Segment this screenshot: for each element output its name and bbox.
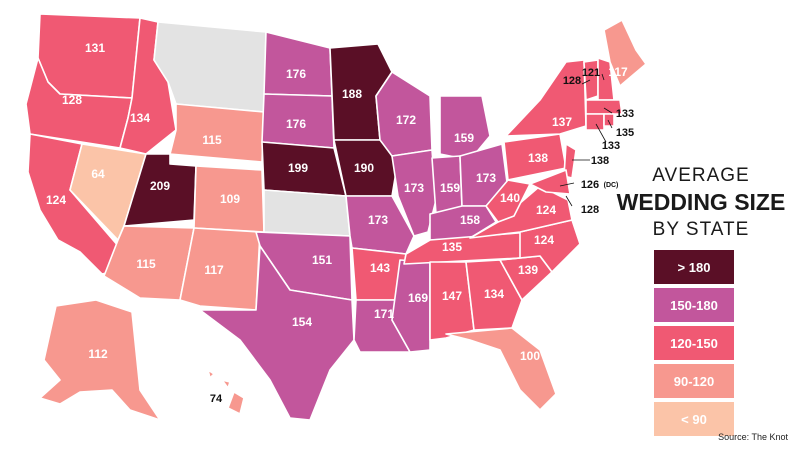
- state-fl[interactable]: [445, 327, 557, 411]
- label-wi: 172: [396, 113, 416, 127]
- label-vt: 128: [563, 75, 581, 87]
- label-me: 117: [608, 65, 628, 79]
- label-or: 128: [62, 93, 82, 107]
- state-nc[interactable]: [499, 219, 581, 273]
- state-ak[interactable]: [39, 299, 161, 421]
- label-il: 173: [404, 181, 424, 195]
- legend-item-150-180: 150-180: [654, 288, 734, 322]
- label-nj: 138: [591, 155, 609, 167]
- label-tn: 135: [442, 240, 462, 254]
- legend-item-gt180: > 180: [654, 250, 734, 284]
- state-ks[interactable]: [263, 189, 351, 237]
- title-line-2: WEDDING SIZE: [616, 189, 786, 215]
- label-az: 115: [136, 257, 156, 271]
- state-ga[interactable]: [465, 259, 523, 331]
- state-il[interactable]: [391, 149, 437, 237]
- map-title: AVERAGE WEDDING SIZE BY STATE: [606, 166, 796, 239]
- legend-item-lt90: < 90: [654, 402, 734, 436]
- state-hi[interactable]: [207, 369, 245, 415]
- label-ar: 143: [370, 261, 390, 275]
- state-vt[interactable]: [583, 59, 599, 101]
- label-mi: 159: [454, 131, 474, 145]
- state-mi[interactable]: [439, 95, 491, 161]
- state-wy[interactable]: [169, 103, 265, 163]
- label-ct: 133: [602, 140, 620, 152]
- title-line-3: BY STATE: [652, 219, 750, 240]
- label-nv: 64: [91, 167, 105, 181]
- label-ia: 190: [354, 161, 374, 175]
- label-wa: 131: [85, 41, 105, 55]
- label-nh: 121: [582, 67, 600, 79]
- source-credit: Source: The Knot: [718, 432, 788, 442]
- legend-item-120-150: 120-150: [654, 326, 734, 360]
- label-dc: 126: [581, 179, 599, 191]
- label-md: 128: [581, 204, 599, 216]
- label-va: 124: [536, 203, 556, 217]
- state-shapes: [25, 13, 647, 421]
- label-ny: 137: [552, 115, 572, 129]
- label-ok: 151: [312, 253, 332, 267]
- label-fl: 100: [520, 349, 540, 363]
- legend-item-90-120: 90-120: [654, 364, 734, 398]
- label-nm: 117: [204, 263, 224, 277]
- label-ut: 209: [150, 179, 170, 193]
- state-ny[interactable]: [505, 59, 587, 137]
- label-in: 159: [440, 181, 460, 195]
- label-mo: 173: [368, 213, 388, 227]
- state-ri[interactable]: [603, 113, 615, 127]
- label-wy: 115: [202, 133, 222, 147]
- label-ky: 158: [460, 213, 480, 227]
- label-ga: 134: [484, 287, 504, 301]
- label-oh: 173: [476, 171, 496, 185]
- label-sc: 139: [518, 263, 538, 277]
- label-mn: 188: [342, 87, 362, 101]
- label-wv: 140: [500, 191, 520, 205]
- label-la: 171: [374, 307, 394, 321]
- state-nm[interactable]: [179, 227, 261, 311]
- state-labels: 131 128 124 64 134 209 115 109 115 117 1…: [46, 41, 634, 405]
- label-pa: 138: [528, 151, 548, 165]
- label-ne: 199: [288, 161, 308, 175]
- label-ma: 133: [616, 108, 634, 120]
- label-ca: 124: [46, 193, 66, 207]
- label-dc-note: (DC): [604, 182, 619, 189]
- legend: > 180 150-180 120-150 90-120 < 90: [654, 250, 734, 440]
- label-nd: 176: [286, 67, 306, 81]
- label-al: 147: [442, 289, 462, 303]
- state-wa[interactable]: [37, 13, 141, 99]
- title-line-1: AVERAGE: [652, 165, 750, 186]
- label-ms: 169: [408, 291, 428, 305]
- label-co: 109: [220, 192, 240, 206]
- state-nj[interactable]: [563, 143, 577, 179]
- state-wv[interactable]: [485, 179, 531, 223]
- label-id: 134: [130, 111, 150, 125]
- label-hi: 74: [210, 393, 223, 405]
- label-ri: 135: [616, 127, 634, 139]
- label-nc: 124: [534, 233, 554, 247]
- label-tx: 154: [292, 315, 312, 329]
- label-ak: 112: [88, 347, 108, 361]
- state-ct[interactable]: [585, 113, 605, 131]
- state-nd[interactable]: [263, 31, 333, 97]
- state-md[interactable]: [529, 169, 571, 195]
- label-sd: 176: [286, 117, 306, 131]
- state-me[interactable]: [603, 19, 647, 87]
- state-tx[interactable]: [199, 245, 355, 421]
- leader-lines: [559, 73, 613, 207]
- state-ma[interactable]: [585, 99, 623, 115]
